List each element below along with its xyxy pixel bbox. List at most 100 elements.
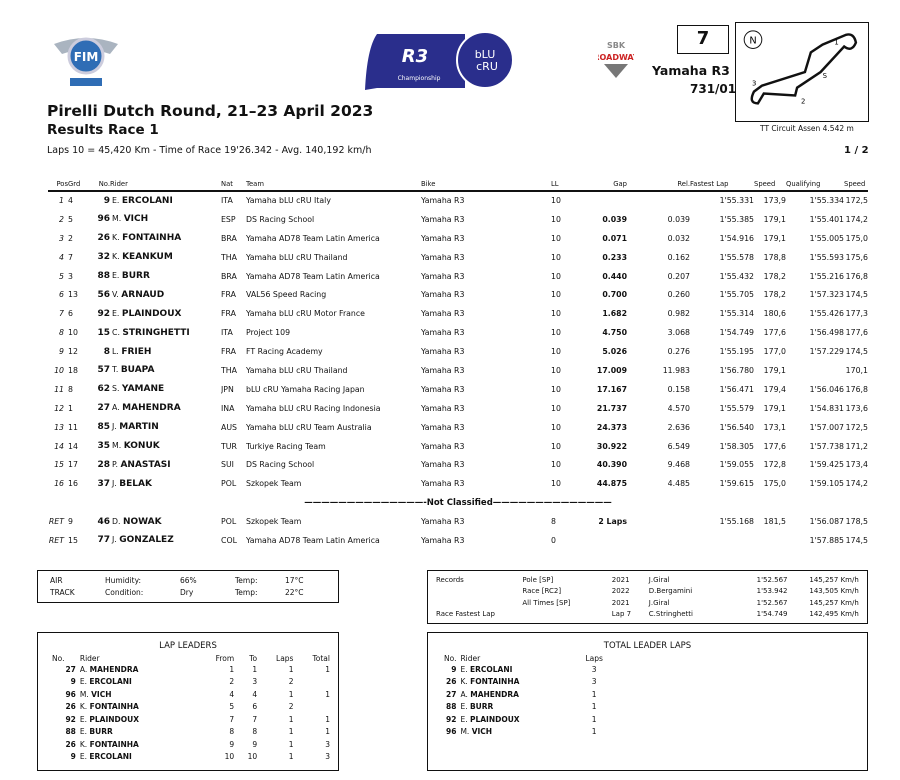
- record-cell: Records: [436, 575, 464, 584]
- fastest-lap: 1'56.780: [719, 365, 754, 375]
- fastest-lap: 1'55.579: [719, 403, 754, 413]
- lap-leader-cell: 1: [288, 689, 294, 699]
- records-box: Records Pole [SP] 2021 J.Giral 1'52.567 145,2…: [427, 570, 868, 624]
- rider: E. BURR: [458, 701, 583, 714]
- rider-initial: T.: [112, 365, 119, 375]
- qualifying-time: 1'55.216: [809, 271, 844, 281]
- qualifying-speed: 174,5: [845, 535, 868, 545]
- gap: 0.071: [602, 233, 627, 243]
- rider-number: 8: [103, 346, 110, 357]
- rider-initial: E.: [112, 308, 120, 318]
- rider-number: 92: [97, 308, 110, 319]
- relative-gap: 0.982: [667, 309, 690, 319]
- rider-initial: D.: [112, 516, 121, 526]
- record-cell: J.Giral: [648, 575, 670, 584]
- laps-led: 10: [551, 252, 561, 262]
- qualifying-speed: 171,2: [845, 441, 868, 451]
- team: Yamaha AD78 Team Latin America: [246, 535, 380, 545]
- bike: Yamaha R3: [421, 441, 465, 451]
- lap-leader-row: 26 K. FONTAINHA 9 9 1 3: [50, 738, 332, 751]
- fastest-lap: 1'56.540: [719, 422, 754, 432]
- record-cell: D.Bergamini: [648, 587, 693, 596]
- rider-surname: FONTAINHA: [89, 739, 139, 749]
- rider-number: 9: [451, 664, 457, 674]
- weather-cell: TRACK: [50, 587, 75, 597]
- grid: 7: [68, 252, 73, 262]
- position: 14: [54, 441, 64, 451]
- position: 15: [54, 460, 64, 470]
- rider: E. ERCOLANI: [110, 191, 221, 210]
- rider: A. MAHENDRA: [78, 663, 198, 676]
- gap: 0.039: [602, 214, 627, 224]
- lap-leader-cell: 1: [325, 714, 330, 724]
- fastest-lap: 1'55.578: [719, 252, 754, 262]
- column-header: Speed: [754, 177, 786, 192]
- rider-number: 37: [97, 478, 110, 489]
- rider: S. YAMANE: [110, 380, 221, 399]
- fastest-lap: 1'55.168: [719, 517, 754, 527]
- qualifying-time: 1'56.046: [809, 384, 844, 394]
- laps: 1: [591, 714, 597, 724]
- lap-leaders-header: To: [249, 654, 258, 663]
- fastest-lap-speed: 179,1: [763, 233, 786, 243]
- relative-gap: 0.162: [667, 252, 690, 262]
- rider-initial: M.: [460, 727, 470, 737]
- rider-initial: E.: [79, 752, 87, 762]
- rider-initial: E.: [460, 664, 468, 674]
- position: 16: [54, 479, 64, 489]
- result-row: 15 17 28 P. ANASTASI SUI DS Racing School Yama…: [48, 455, 868, 474]
- svg-text:bLU: bLU: [475, 48, 496, 61]
- fastest-lap: 1'55.432: [719, 271, 754, 281]
- laps-led: 10: [551, 328, 561, 338]
- weather-box: AIR Humidity: 66% Temp: 17°C TRACK Condition: D…: [37, 570, 339, 603]
- relative-gap: 6.549: [667, 441, 690, 451]
- fastest-lap: [690, 531, 754, 550]
- rider-surname: ANASTASI: [120, 459, 171, 470]
- bike: Yamaha R3: [421, 271, 465, 281]
- qualifying-speed: 174,2: [845, 214, 868, 224]
- qualifying-speed: 174,5: [845, 347, 868, 357]
- lap-leader-row: 9 E. ERCOLANI 10 10 1 3: [50, 751, 332, 764]
- result-row: 5 3 88 E. BURR BRA Yamaha AD78 Team Latin Ame…: [48, 267, 868, 286]
- bike: Yamaha R3: [421, 290, 465, 300]
- qualifying-speed: 173,4: [845, 460, 868, 470]
- relative-gap: 4.570: [667, 403, 690, 413]
- lap-leader-cell: [295, 676, 332, 689]
- team: Yamaha bLU cRU Racing Indonesia: [246, 403, 381, 413]
- laps-led: 8: [551, 517, 556, 527]
- fastest-lap: 1'59.055: [719, 460, 754, 470]
- nationality: BRA: [221, 233, 237, 243]
- laps-led: 10: [551, 441, 561, 451]
- rider-number: 27: [65, 664, 76, 674]
- rider: K. KEANKUM: [110, 248, 221, 267]
- nationality: ITA: [221, 196, 233, 206]
- qualifying-time: 1'55.401: [809, 214, 844, 224]
- weather-cell: Dry: [180, 587, 194, 597]
- rider: J. MARTIN: [110, 418, 221, 437]
- lap-leader-row: 92 E. PLAINDOUX 7 7 1 1: [50, 713, 332, 726]
- relative-gap: [627, 191, 690, 210]
- lap-leader-cell: 9: [252, 739, 258, 749]
- total-leader-laps-title: TOTAL LEADER LAPS: [603, 641, 692, 651]
- laps: 3: [591, 664, 597, 674]
- rider-initial: K.: [112, 233, 120, 243]
- rider-number: 46: [97, 516, 110, 527]
- team: Yamaha bLU cRU Thailand: [246, 365, 348, 375]
- rider: E. ERCOLANI: [78, 751, 198, 764]
- result-row: 11 8 62 S. YAMANE JPN bLU cRU Yamaha Racing J…: [48, 380, 868, 399]
- lap-leaders-header: No.: [52, 654, 65, 663]
- nationality: THA: [221, 365, 237, 375]
- total-leader-laps-box: TOTAL LEADER LAPS No. Rider Laps 9 E. ERCOLA…: [427, 632, 868, 771]
- page-number: 1 / 2: [844, 145, 869, 156]
- qualifying-time: 1'55.593: [809, 252, 844, 262]
- position: 1: [59, 196, 64, 206]
- rider-number: 26: [65, 702, 76, 712]
- qualifying-speed: 172,5: [845, 422, 868, 432]
- total-leader-row: 88 E. BURR 1: [442, 701, 605, 714]
- weather-row: AIR Humidity: 66% Temp: 17°C: [48, 574, 323, 586]
- weather-cell: 66%: [180, 575, 197, 585]
- fastest-lap-speed: 179,4: [763, 384, 786, 394]
- qualifying-speed: 175,6: [845, 252, 868, 262]
- svg-text:ROADWAY: ROADWAY: [598, 53, 634, 62]
- grid: 14: [68, 441, 78, 451]
